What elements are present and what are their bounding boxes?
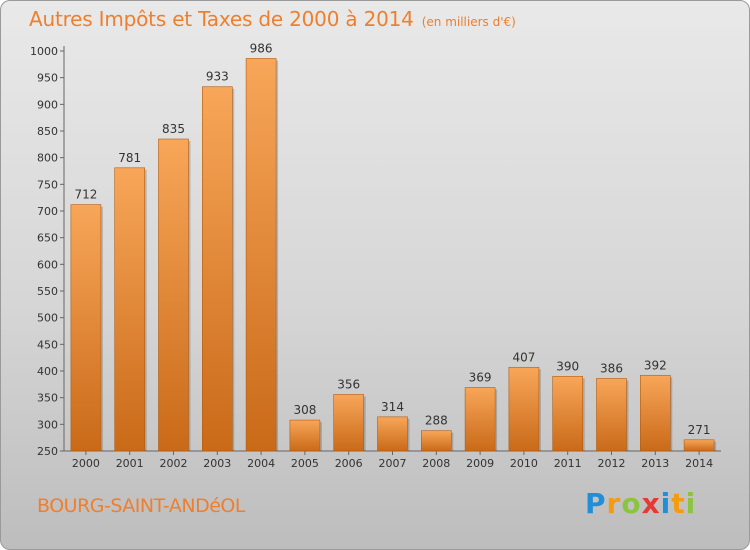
bar bbox=[202, 86, 233, 452]
chart-tick-labels: 250 300 350 400 450 500 550 600 650 700 750 800 850 9… bbox=[30, 45, 713, 470]
bar bbox=[333, 394, 365, 452]
bar bbox=[289, 419, 321, 452]
bar bbox=[552, 376, 584, 452]
x-tick-label: 2010 bbox=[510, 457, 538, 470]
data-label: 933 bbox=[206, 70, 229, 84]
y-tick-label: 1000 bbox=[30, 45, 58, 58]
bar bbox=[377, 416, 408, 452]
chart-data-labels: 712 781 835 933 986 308 356 314 288 369 407 390 386 3… bbox=[74, 41, 710, 436]
y-tick-label: 300 bbox=[37, 418, 58, 431]
y-tick-label: 900 bbox=[37, 98, 58, 111]
y-tick-label: 600 bbox=[37, 258, 58, 271]
data-label: 288 bbox=[425, 414, 448, 428]
logo-letter: i bbox=[685, 487, 697, 520]
x-tick-label: 2003 bbox=[203, 457, 231, 470]
y-tick-label: 550 bbox=[37, 285, 58, 298]
data-label: 986 bbox=[250, 41, 273, 55]
x-tick-label: 2005 bbox=[291, 457, 319, 470]
bar bbox=[683, 439, 715, 452]
logo-letter: P bbox=[585, 487, 607, 520]
chart-bars bbox=[70, 58, 717, 452]
chart-title: Autres Impôts et Taxes de 2000 à 2014 bbox=[29, 7, 414, 31]
logo-letter: o bbox=[621, 487, 642, 520]
data-label: 835 bbox=[162, 122, 185, 136]
data-label: 369 bbox=[469, 371, 492, 385]
y-tick-label: 250 bbox=[37, 445, 58, 458]
bar bbox=[114, 167, 145, 452]
x-tick-label: 2007 bbox=[379, 457, 407, 470]
bar bbox=[245, 58, 277, 452]
chart-unit-label: (en milliers d'€) bbox=[421, 15, 516, 29]
data-label: 407 bbox=[512, 350, 535, 364]
y-tick-label: 950 bbox=[37, 72, 58, 85]
x-tick-label: 2006 bbox=[335, 457, 363, 470]
bar bbox=[464, 387, 496, 452]
y-tick-label: 700 bbox=[37, 205, 58, 218]
bar bbox=[158, 138, 189, 452]
city-name: BOURG-SAINT-ANDéOL bbox=[37, 495, 245, 517]
x-tick-label: 2009 bbox=[466, 457, 494, 470]
data-label: 271 bbox=[688, 423, 711, 437]
bar bbox=[596, 378, 627, 452]
x-tick-label: 2004 bbox=[247, 457, 275, 470]
data-label: 390 bbox=[556, 359, 579, 373]
y-tick-label: 350 bbox=[37, 392, 58, 405]
logo-letter: i bbox=[660, 487, 672, 520]
x-tick-label: 2002 bbox=[160, 457, 188, 470]
bar bbox=[420, 430, 452, 452]
y-tick-label: 750 bbox=[37, 178, 58, 191]
data-label: 314 bbox=[381, 400, 404, 414]
bar bbox=[70, 204, 102, 452]
y-tick-label: 650 bbox=[37, 232, 58, 245]
logo-letter: x bbox=[641, 487, 661, 520]
x-tick-label: 2008 bbox=[422, 457, 450, 470]
data-label: 356 bbox=[337, 377, 360, 391]
chart-title-block: Autres Impôts et Taxes de 2000 à 2014 (en… bbox=[29, 7, 516, 31]
data-label: 308 bbox=[293, 403, 316, 417]
y-tick-label: 500 bbox=[37, 312, 58, 325]
proxiti-logo: Proxiti bbox=[585, 487, 696, 520]
x-tick-label: 2000 bbox=[72, 457, 100, 470]
bar bbox=[639, 374, 671, 452]
x-tick-label: 2001 bbox=[116, 457, 144, 470]
logo-letter: t bbox=[671, 487, 686, 520]
data-label: 386 bbox=[600, 361, 623, 375]
y-tick-label: 450 bbox=[37, 338, 58, 351]
y-tick-label: 850 bbox=[37, 125, 58, 138]
bar bbox=[508, 366, 540, 452]
x-tick-label: 2011 bbox=[554, 457, 582, 470]
y-tick-label: 800 bbox=[37, 152, 58, 165]
y-tick-label: 400 bbox=[37, 365, 58, 378]
data-label: 712 bbox=[74, 188, 97, 202]
x-tick-label: 2014 bbox=[685, 457, 713, 470]
data-label: 781 bbox=[118, 151, 141, 165]
x-tick-label: 2013 bbox=[641, 457, 669, 470]
data-label: 392 bbox=[644, 358, 667, 372]
x-tick-label: 2012 bbox=[598, 457, 626, 470]
logo-letter: r bbox=[606, 487, 622, 520]
